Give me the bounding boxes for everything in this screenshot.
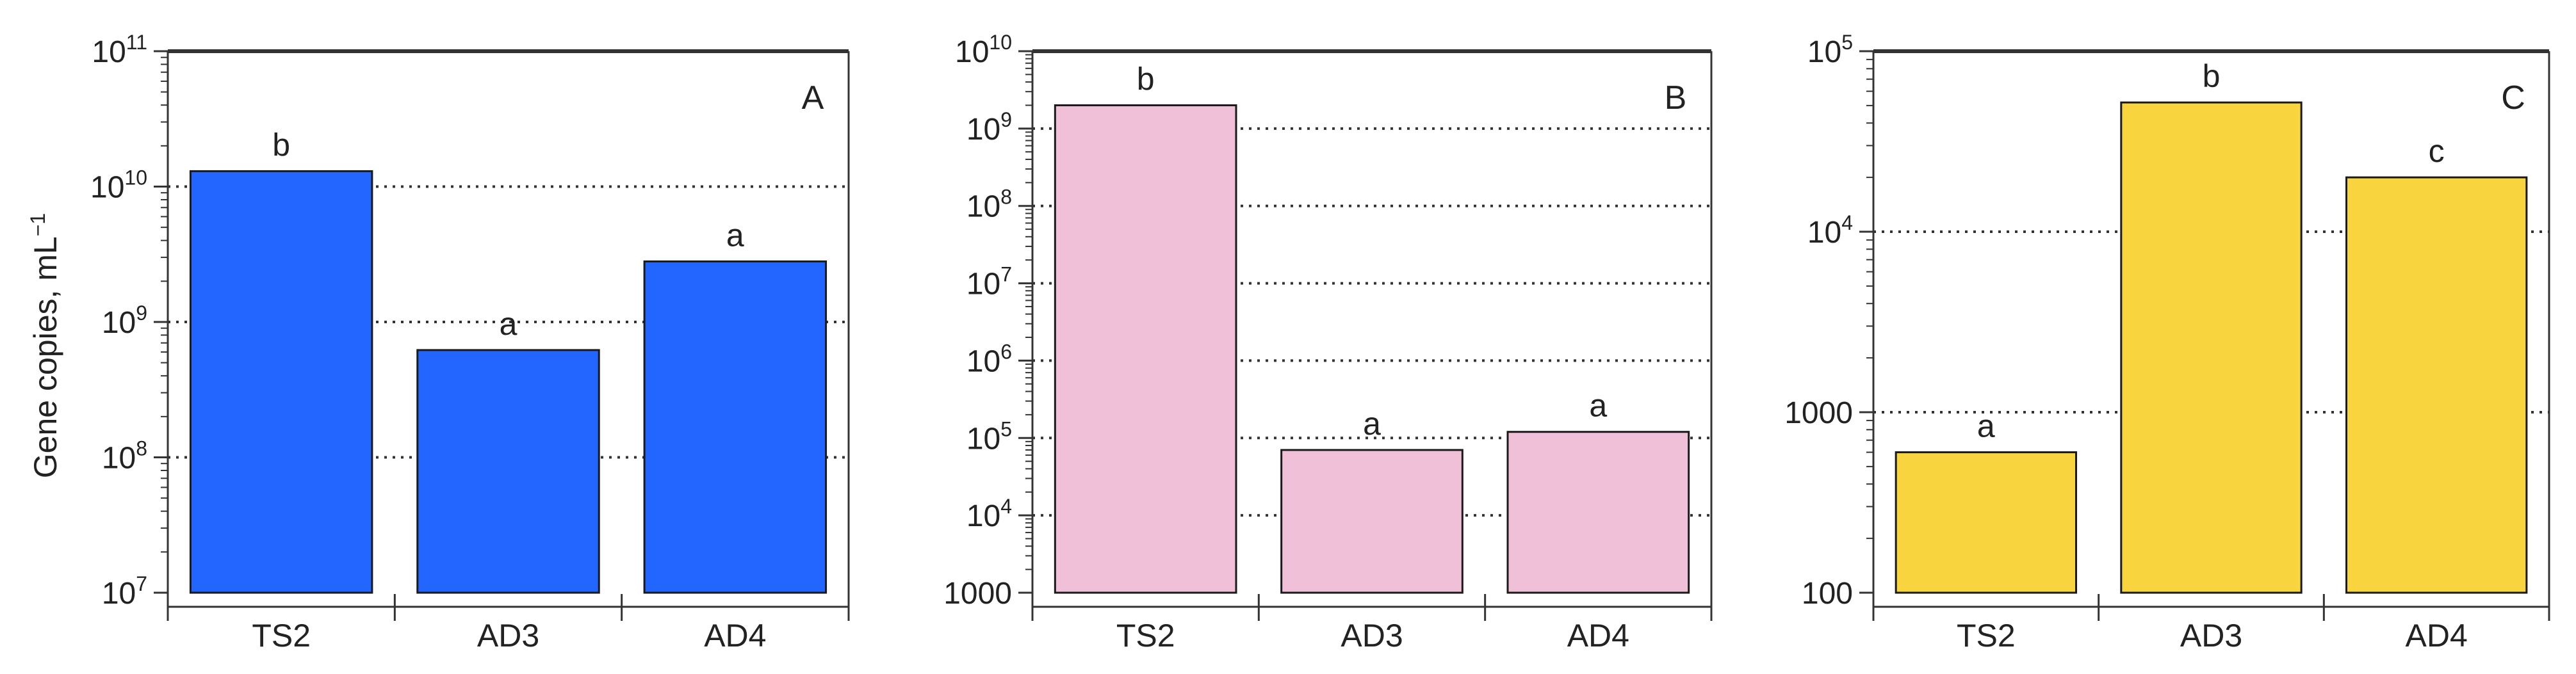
y-tick-label-exponent: 11 [126, 31, 147, 54]
x-tick-label: AD4 [704, 618, 766, 654]
x-tick-label: AD3 [477, 618, 539, 654]
bar-ad4 [643, 260, 827, 594]
y-tick-label: 1000 [1784, 396, 1853, 430]
y-tick-label-base: 10 [102, 442, 136, 476]
y-tick-label-base: 10 [966, 190, 1000, 224]
y-tick-label-exponent: 9 [136, 301, 147, 325]
y-tick-label: 108 [102, 437, 147, 476]
y-axis-label: Gene copies, mL−1 [26, 213, 63, 478]
y-tick-label: 1010 [90, 166, 147, 205]
y-tick-label-exponent: 4 [1841, 211, 1853, 234]
bar-ts2 [1895, 451, 2078, 594]
bar-ad4 [1506, 431, 1690, 594]
y-tick-label-exponent: 6 [1000, 340, 1012, 363]
y-axis-label-text: Gene copies, mL [28, 236, 63, 478]
y-tick-label: 108 [966, 186, 1012, 224]
x-tick-label: AD4 [2406, 618, 2468, 654]
y-tick-label: 109 [966, 108, 1012, 147]
x-tick-label: TS2 [252, 618, 311, 654]
significance-letter: a [1589, 388, 1607, 424]
significance-letter: a [500, 306, 518, 342]
bar-ts2 [189, 170, 373, 594]
y-tick-label-base: 10 [966, 499, 1000, 533]
y-tick-label: 107 [102, 572, 147, 611]
y-tick-label-base: 10 [102, 306, 136, 340]
panel-label: C [2501, 79, 2525, 116]
significance-letter: a [1977, 408, 1995, 444]
y-tick-label-exponent: 10 [124, 166, 147, 189]
x-tick-label: AD3 [2180, 618, 2242, 654]
y-tick-label-base: 10 [102, 577, 136, 611]
y-tick-label: 104 [1807, 211, 1853, 250]
y-tick-label-exponent: 8 [1000, 186, 1012, 209]
y-tick-label-exponent: 8 [136, 437, 147, 460]
significance-letter: a [726, 217, 744, 253]
y-tick-label-base: 10 [1807, 216, 1841, 250]
bar-ad3 [2120, 101, 2303, 594]
y-tick-label: 106 [966, 340, 1012, 378]
x-tick-label: TS2 [1116, 618, 1175, 654]
y-tick-label-base: 10 [966, 113, 1000, 147]
y-tick-label-exponent: 5 [1000, 417, 1012, 440]
panel-label: A [802, 79, 824, 116]
y-tick-label-base: 1000 [1784, 396, 1853, 430]
y-tick-label: 1010 [955, 31, 1012, 69]
y-tick-label-exponent: 5 [1841, 31, 1853, 54]
y-tick-label: 100 [1802, 577, 1853, 611]
y-tick-label-base: 10 [966, 268, 1000, 301]
x-tick-label: AD3 [1341, 618, 1403, 654]
y-tick-label-exponent: 9 [1000, 108, 1012, 131]
bar-ad4 [2345, 176, 2528, 594]
panel-label: B [1665, 79, 1687, 116]
y-tick-label-exponent: 7 [136, 572, 147, 595]
significance-letter: b [1137, 61, 1155, 97]
significance-letter: b [2203, 58, 2221, 94]
y-tick-label: 107 [966, 263, 1012, 301]
y-tick-label-base: 10 [966, 344, 1000, 378]
significance-letter: c [2429, 133, 2445, 169]
y-tick-label-exponent: 4 [1000, 495, 1012, 518]
significance-letter: b [272, 127, 290, 163]
y-tick-label-base: 10 [966, 422, 1000, 456]
y-tick-label-base: 10 [90, 171, 124, 205]
y-tick-label: 1011 [92, 31, 147, 69]
x-tick-label: TS2 [1957, 618, 2016, 654]
y-tick-label: 1000 [943, 577, 1012, 611]
bar-ad3 [416, 349, 600, 594]
y-tick-label-base: 10 [92, 35, 126, 69]
y-tick-label-exponent: 10 [989, 31, 1012, 54]
y-tick-label: 105 [966, 417, 1012, 456]
y-tick-label: 104 [966, 495, 1012, 533]
y-tick-label-base: 10 [1807, 35, 1841, 69]
x-tick-label: AD4 [1567, 618, 1629, 654]
y-tick-label: 109 [102, 301, 147, 340]
bar-ts2 [1054, 104, 1237, 594]
bar-ad3 [1280, 449, 1463, 594]
y-axis-label-unit-exponent: −1 [26, 213, 49, 236]
y-tick-label-base: 1000 [943, 577, 1012, 611]
y-tick-label: 105 [1807, 31, 1853, 69]
y-tick-label-exponent: 7 [1000, 263, 1012, 286]
y-tick-label-base: 10 [955, 35, 989, 69]
y-tick-label-base: 100 [1802, 577, 1853, 611]
significance-letter: a [1363, 406, 1381, 442]
